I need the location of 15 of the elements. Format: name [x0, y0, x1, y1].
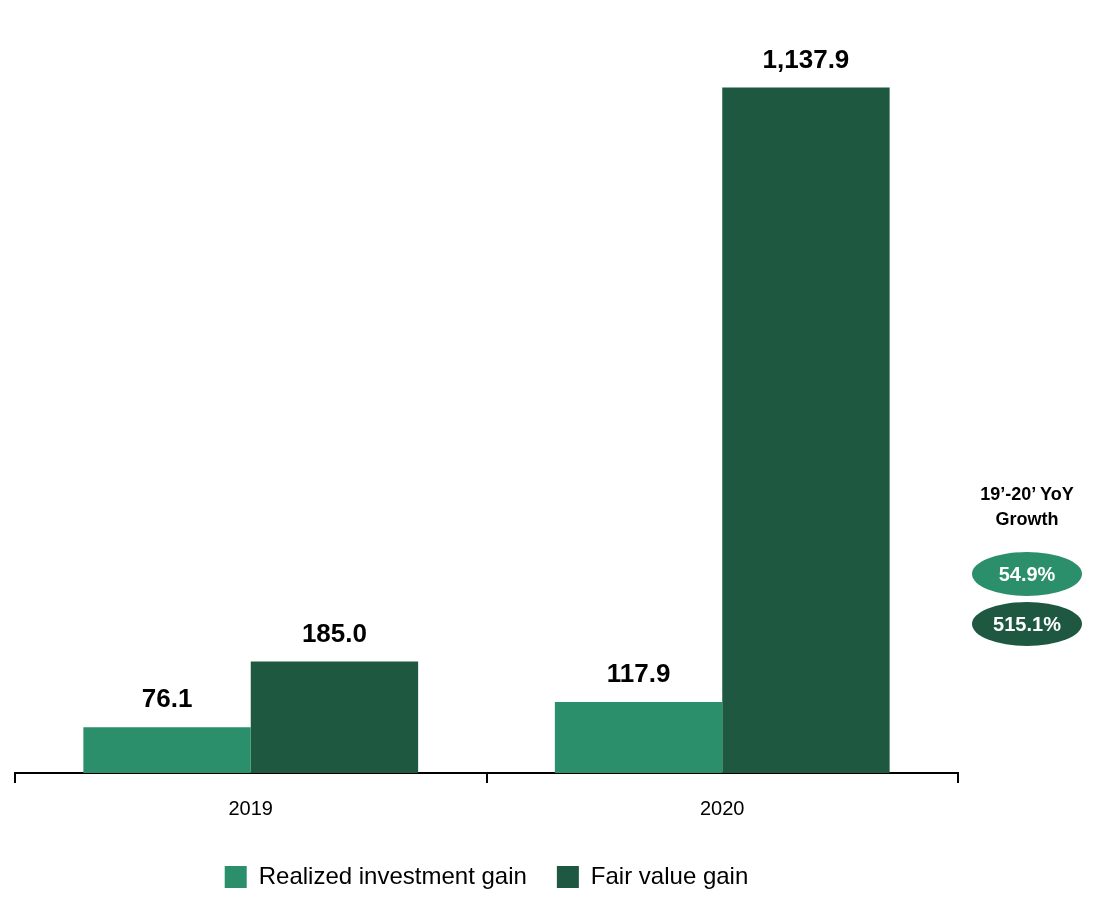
text: 19’-20’ YoY Growth — [979, 483, 1075, 531]
data-label: 185.0 — [301, 617, 367, 648]
x-tick-label: 2019 — [228, 796, 273, 819]
legend-label: Realized investment gain — [258, 861, 527, 889]
data-label: 76.1 — [141, 683, 193, 714]
bar — [722, 87, 890, 773]
oval-badge: 515.1% — [972, 602, 1082, 646]
data-label: 1,137.9 — [762, 43, 850, 74]
bar — [250, 661, 419, 773]
data-label: 117.9 — [606, 658, 671, 689]
bar — [554, 701, 723, 773]
oval-badge: 54.9% — [972, 552, 1082, 596]
x-tick-label: 2020 — [700, 796, 745, 819]
legend-label: Fair value gain — [590, 861, 749, 889]
bar — [83, 727, 251, 773]
